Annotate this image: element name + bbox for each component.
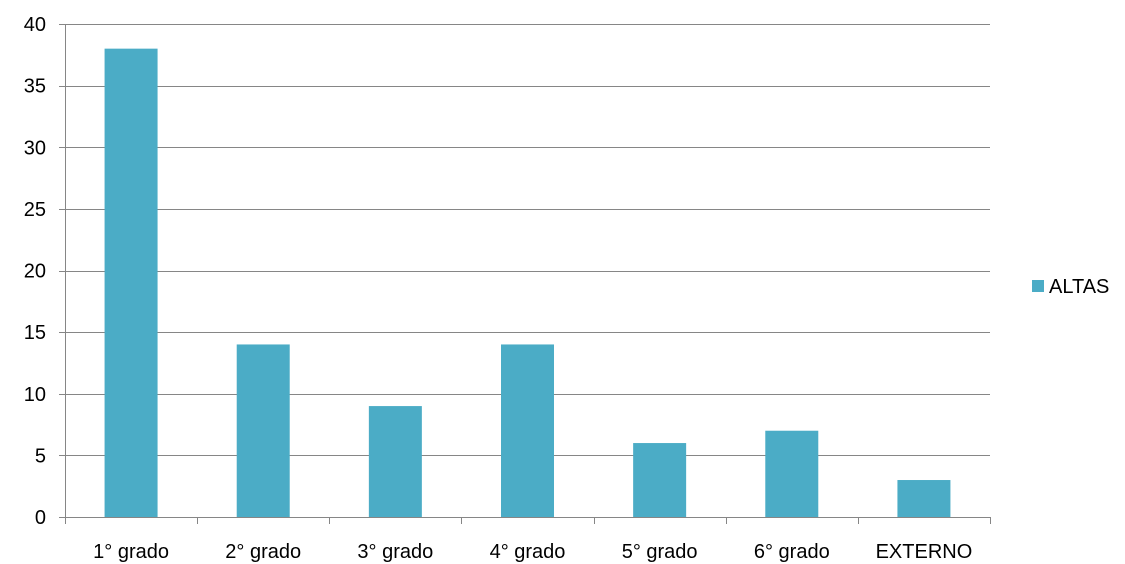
bar-4 (501, 344, 554, 517)
x-tick-label: 5° grado (622, 541, 698, 563)
y-tick-label: 10 (24, 384, 46, 406)
y-tick-label: 30 (24, 137, 46, 159)
legend-label: ALTAS (1049, 276, 1109, 298)
bar-5 (633, 443, 687, 517)
y-tick-label: 0 (35, 507, 46, 529)
bar-2 (236, 344, 290, 517)
axes (59, 24, 991, 524)
x-tick-label: 4° grado (490, 541, 566, 563)
x-tick-label: 3° grado (357, 541, 433, 563)
y-tick-label: 25 (24, 199, 46, 221)
gridlines (65, 24, 990, 456)
tick-labels: 0 5 10 15 20 25 30 35 40 1° grado 2° grado 3° grado… (24, 14, 973, 563)
y-tick-label: 5 (35, 445, 46, 467)
x-tick-label: EXTERNO (876, 541, 973, 563)
y-tick-label: 40 (24, 14, 46, 36)
bars (104, 48, 951, 518)
bar-7 (897, 480, 951, 517)
bar-6 (765, 430, 819, 517)
y-tick-label: 35 (24, 76, 46, 98)
legend-swatch (1032, 280, 1044, 292)
y-tick-label: 15 (24, 322, 46, 344)
x-tick-label: 1° grado (93, 541, 169, 563)
bar-3 (368, 406, 422, 517)
y-tick-label: 20 (24, 261, 46, 283)
bar-1 (104, 48, 158, 518)
x-tick-label: 2° grado (225, 541, 301, 563)
legend: ALTAS (1032, 276, 1109, 298)
x-tick-label: 6° grado (754, 541, 830, 563)
